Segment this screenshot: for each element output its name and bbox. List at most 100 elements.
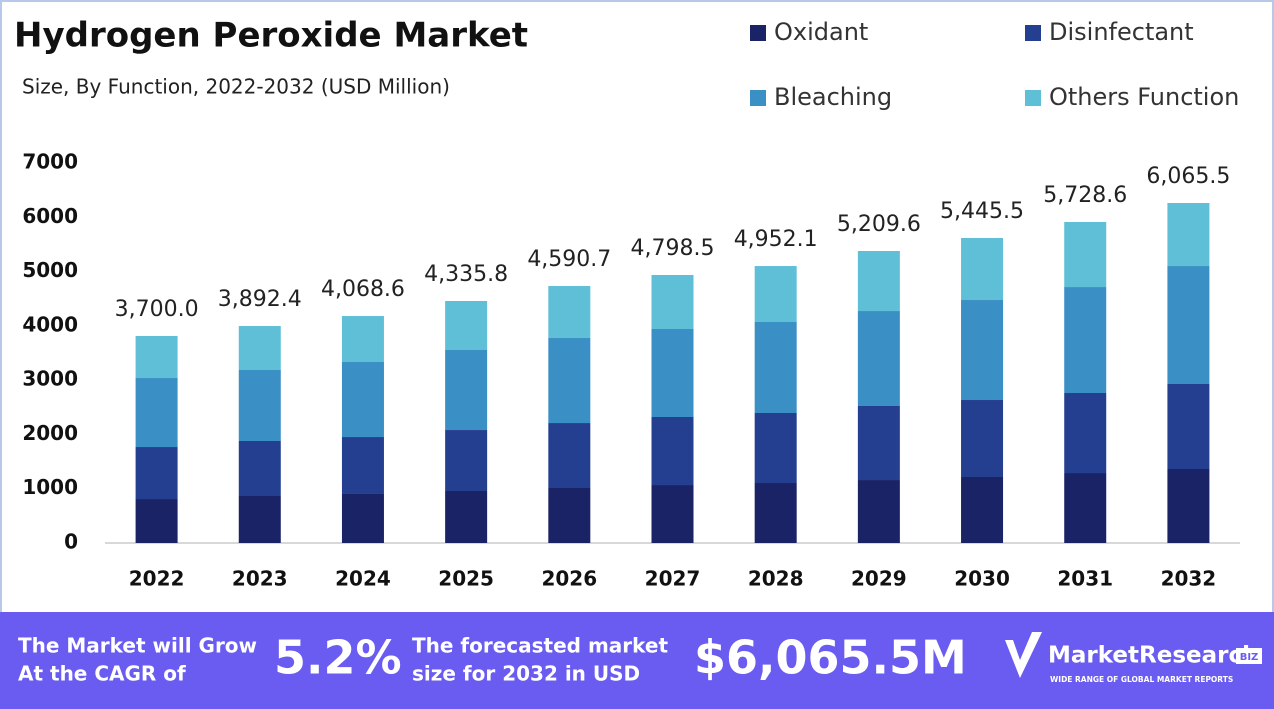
total-label: 5,728.6: [1043, 183, 1127, 208]
bar-segment: [1064, 287, 1107, 394]
bar-segment: [857, 480, 900, 543]
total-label: 5,209.6: [837, 212, 921, 237]
bar-segment: [135, 499, 178, 543]
footer-banner: [0, 612, 1274, 709]
legend-swatch: [750, 25, 766, 41]
logo-badge-bg: [1236, 648, 1262, 664]
total-label: 3,892.4: [218, 287, 302, 312]
bar-segment: [1167, 266, 1210, 384]
y-tick-label: 6000: [22, 204, 78, 228]
bar-segment: [238, 369, 281, 441]
bar-segment: [548, 286, 591, 339]
bar-segment: [548, 423, 591, 489]
footer-text: The Market will Grow: [18, 634, 257, 658]
bar-segment: [1064, 222, 1107, 288]
x-tick-label: 2031: [1057, 567, 1113, 591]
x-tick-label: 2029: [851, 567, 907, 591]
y-tick-label: 7000: [22, 150, 78, 174]
total-label: 4,068.6: [321, 277, 405, 302]
legend-label: Disinfectant: [1049, 18, 1194, 46]
x-tick-label: 2030: [954, 567, 1010, 591]
total-label: 4,335.8: [424, 262, 508, 287]
bar-segment: [1167, 469, 1210, 543]
logo-tagline: WIDE RANGE OF GLOBAL MARKET REPORTS: [1050, 675, 1233, 684]
bar-segment: [135, 336, 178, 379]
bar-segment: [754, 412, 797, 484]
bar-segment: [238, 326, 281, 370]
legend-label: Others Function: [1049, 83, 1239, 111]
bar-segment: [445, 490, 488, 543]
x-tick-label: 2032: [1161, 567, 1217, 591]
y-tick-label: 5000: [22, 258, 78, 282]
total-label: 4,952.1: [734, 227, 818, 252]
chart-subtitle: Size, By Function, 2022-2032 (USD Millio…: [22, 75, 450, 99]
x-tick-label: 2025: [438, 567, 494, 591]
total-label: 4,590.7: [527, 247, 611, 272]
bar-segment: [857, 311, 900, 406]
x-tick-label: 2026: [541, 567, 597, 591]
bar-segment: [548, 488, 591, 543]
bar-segment: [754, 322, 797, 413]
y-tick-label: 0: [64, 530, 78, 554]
x-tick-label: 2027: [645, 567, 701, 591]
total-label: 6,065.5: [1146, 164, 1230, 189]
bar-segment: [961, 238, 1004, 301]
legend-swatch: [750, 90, 766, 106]
total-label: 4,798.5: [631, 236, 715, 261]
x-tick-label: 2023: [232, 567, 288, 591]
footer: The Market will Grow At the CAGR of 5.2%…: [18, 631, 1262, 686]
x-tick-label: 2022: [129, 567, 185, 591]
bar-segment: [754, 483, 797, 543]
bar-segment: [445, 430, 488, 491]
bar-segment: [341, 316, 384, 363]
bar-segment: [1167, 203, 1210, 267]
footer-text: At the CAGR of: [18, 662, 186, 686]
legend-label: Bleaching: [774, 83, 892, 111]
bar-segment: [445, 300, 488, 351]
x-tick-label: 2028: [748, 567, 804, 591]
chart-title: Hydrogen Peroxide Market: [14, 16, 528, 56]
bar-segment: [445, 350, 488, 431]
total-label: 3,700.0: [115, 297, 199, 322]
legend-swatch: [1025, 90, 1041, 106]
bar-segment: [1064, 473, 1107, 543]
bar-segment: [548, 338, 591, 424]
bar-segment: [135, 447, 178, 500]
bar-segment: [961, 476, 1004, 543]
footer-text: The forecasted market: [412, 634, 668, 658]
legend-label: Oxidant: [774, 18, 868, 46]
bar-segment: [238, 440, 281, 496]
bar-segment: [857, 405, 900, 481]
logo-icon: [1005, 632, 1042, 678]
footer-forecast: $6,065.5M: [694, 631, 967, 685]
logo-badge: BIZ: [1240, 652, 1259, 663]
y-tick-label: 3000: [22, 367, 78, 391]
bar-segment: [1167, 383, 1210, 470]
bar-segment: [857, 250, 900, 312]
bar-segment: [341, 362, 384, 438]
bar-segment: [651, 485, 694, 543]
y-tick-label: 4000: [22, 312, 78, 336]
legend-swatch: [1025, 25, 1041, 41]
bar-segment: [754, 266, 797, 323]
bar-segment: [341, 437, 384, 494]
logo: MarketResearch: [1048, 643, 1259, 669]
y-tick-label: 2000: [22, 421, 78, 445]
footer-text: size for 2032 in USD: [412, 662, 640, 686]
bar-segment: [651, 329, 694, 418]
bar-segment: [651, 417, 694, 486]
bar-segment: [961, 300, 1004, 401]
footer-cagr: 5.2%: [274, 631, 402, 685]
bar-segment: [651, 274, 694, 330]
bar-segment: [1064, 393, 1107, 474]
bar-segment: [961, 400, 1004, 477]
total-label: 5,445.5: [940, 199, 1024, 224]
y-tick-label: 1000: [22, 475, 78, 499]
x-tick-label: 2024: [335, 567, 391, 591]
bar-segment: [341, 493, 384, 543]
bar-segment: [135, 378, 178, 448]
bar-segment: [238, 495, 281, 543]
